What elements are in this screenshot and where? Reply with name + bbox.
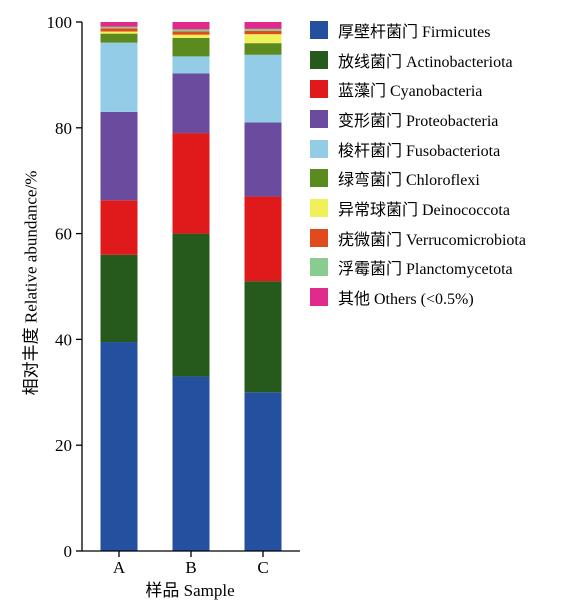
y-tick-label-20: 20 (55, 436, 72, 455)
bar-segment-C-9 (244, 28, 282, 31)
legend-swatch (310, 80, 328, 99)
y-tick-label-100: 100 (47, 13, 73, 32)
bar-segment-A-5 (100, 42, 138, 112)
legend-swatch (310, 50, 328, 69)
bar-segment-B-4 (172, 73, 210, 134)
legend-item: 浮霉菌门 Planctomycetota (310, 253, 526, 283)
bar-segment-B-2 (172, 233, 210, 377)
legend-item: 其他 Others (<0.5%) (310, 282, 526, 312)
bar-segment-B-8 (172, 31, 210, 35)
bar-segment-A-9 (100, 26, 138, 29)
legend-item: 疣微菌门 Verrucomicrobiota (310, 223, 526, 253)
bar-segment-C-4 (244, 122, 282, 197)
y-tick-label-40: 40 (55, 330, 72, 349)
legend-swatch (310, 198, 328, 217)
bar-segment-B-1 (172, 376, 210, 551)
bar-segment-B-9 (172, 29, 210, 32)
legend-label: 变形菌门 Proteobacteria (338, 112, 499, 130)
bar-segment-B-10 (172, 22, 210, 30)
bar-segment-A-3 (100, 200, 138, 255)
legend-item: 变形菌门 Proteobacteria (310, 104, 526, 134)
bar-segment-C-5 (244, 54, 282, 123)
x-tick-label-B: B (185, 558, 196, 577)
legend-label: 疣微菌门 Verrucomicrobiota (338, 231, 526, 249)
bar-segment-A-1 (100, 342, 138, 551)
bar-segment-C-10 (244, 22, 282, 29)
legend-item: 异常球菌门 Deinococcota (310, 193, 526, 223)
x-axis-label: 样品 Sample (145, 581, 235, 600)
bar-segment-B-3 (172, 133, 210, 234)
legend-swatch (310, 288, 328, 307)
legend-item: 厚壁杆菌门 Firmicutes (310, 15, 526, 45)
bar-segment-C-8 (244, 30, 282, 35)
bar-segment-C-1 (244, 392, 282, 551)
legend-item: 放线菌门 Actinobacteriota (310, 45, 526, 75)
y-tick-label-0: 0 (64, 542, 73, 561)
bar-segment-C-2 (244, 281, 282, 393)
bar-segment-B-6 (172, 37, 210, 57)
legend-label: 异常球菌门 Deinococcota (338, 201, 510, 219)
bar-segment-A-6 (100, 33, 138, 43)
legend-item: 蓝藻门 Cyanobacteria (310, 74, 526, 104)
legend-swatch (310, 20, 328, 39)
y-tick-label-80: 80 (55, 119, 72, 138)
legend: 厚壁杆菌门 Firmicutes 放线菌门 Actinobacteriota 蓝藻门… (310, 15, 526, 312)
x-tick-label-A: A (113, 558, 126, 577)
bar-segment-A-8 (100, 28, 138, 32)
y-tick-label-60: 60 (55, 225, 72, 244)
bar-segment-A-2 (100, 254, 138, 343)
legend-item: 绿弯菌门 Chloroflexi (310, 163, 526, 193)
legend-label: 梭杆菌门 Fusobacteriota (338, 142, 501, 160)
bar-segment-B-7 (172, 34, 210, 38)
bar-segment-C-7 (244, 34, 282, 44)
legend-label: 浮霉菌门 Planctomycetota (338, 261, 513, 279)
bar-segment-A-10 (100, 22, 138, 27)
legend-swatch (310, 109, 328, 128)
bar-segment-C-6 (244, 43, 282, 55)
legend-label: 绿弯菌门 Chloroflexi (338, 172, 480, 190)
x-tick-label-C: C (257, 558, 268, 577)
legend-label: 蓝藻门 Cyanobacteria (338, 83, 483, 101)
legend-label: 其他 Others (<0.5%) (338, 291, 474, 309)
legend-swatch (310, 169, 328, 188)
legend-swatch (310, 139, 328, 158)
plot-area: 0 20 40 60 80 100 A B C (47, 13, 300, 577)
bar-segment-A-7 (100, 31, 138, 34)
bar-segment-C-3 (244, 196, 282, 282)
bar-segment-A-4 (100, 111, 138, 201)
legend-item: 梭杆菌门 Fusobacteriota (310, 134, 526, 164)
legend-label: 放线菌门 Actinobacteriota (338, 53, 513, 71)
y-axis-label: 相对丰度 Relative abundance/% (21, 170, 41, 396)
bar-segment-B-5 (172, 56, 210, 74)
legend-swatch (310, 258, 328, 277)
legend-swatch (310, 228, 328, 247)
legend-label: 厚壁杆菌门 Firmicutes (338, 23, 491, 41)
